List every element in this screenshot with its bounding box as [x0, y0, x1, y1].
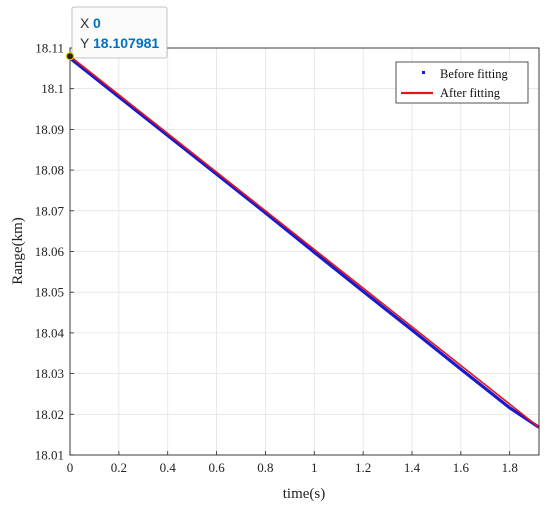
legend-label-before-fitting: Before fitting — [440, 67, 508, 81]
y-tick-label: 18.05 — [35, 285, 64, 300]
x-tick-label: 0.6 — [208, 460, 225, 475]
y-tick-label: 18.02 — [35, 407, 64, 422]
grid-lines — [70, 48, 539, 455]
x-tick-label: 0.8 — [257, 460, 273, 475]
x-tick-label: 0.2 — [111, 460, 127, 475]
series-after-fitting — [69, 55, 540, 428]
y-tick-label: 18.11 — [35, 41, 64, 56]
x-tick-label: 1.2 — [355, 460, 371, 475]
y-tick-label: 18.1 — [41, 81, 64, 96]
legend-marker-before-fitting — [422, 71, 425, 74]
y-tick-label: 18.04 — [35, 325, 65, 340]
datatip-y-value: 18.107981 — [93, 35, 159, 51]
y-tick-label: 18.08 — [35, 163, 64, 178]
y-tick-label: 18.06 — [35, 244, 65, 259]
datatip-x-label: X — [80, 15, 90, 31]
data-series — [69, 55, 540, 429]
datatip-y-label: Y — [80, 35, 90, 51]
y-axis-label: Range(km) — [10, 217, 26, 284]
series-before-fitting — [69, 56, 540, 429]
legend: Before fitting After fitting — [395, 61, 529, 104]
y-tick-label: 18.01 — [35, 448, 64, 463]
x-tick-label: 1.4 — [404, 460, 421, 475]
x-tick-label: 1 — [311, 460, 318, 475]
x-tick-label: 1.6 — [453, 460, 470, 475]
x-tick-label: 0.4 — [160, 460, 177, 475]
datatip-marker[interactable] — [65, 52, 75, 61]
x-tick-label: 0 — [67, 460, 74, 475]
axis-ticks: 0 0.2 0.4 0.6 0.8 1 1.2 1.4 1.6 1.8 18.01 18.02 18.0… — [35, 41, 518, 476]
plot-frame — [69, 47, 540, 456]
datatip[interactable]: X 0 Y 18.107981 — [65, 6, 168, 61]
datatip-box — [71, 6, 168, 59]
legend-label-after-fitting: After fitting — [440, 86, 501, 100]
x-axis-label: time(s) — [283, 486, 326, 502]
x-tick-label: 1.8 — [502, 460, 518, 475]
datatip-x-value: 0 — [93, 15, 101, 31]
y-tick-label: 18.07 — [35, 203, 65, 218]
y-tick-label: 18.03 — [35, 366, 64, 381]
legend-box — [395, 61, 529, 104]
y-tick-label: 18.09 — [35, 122, 64, 137]
